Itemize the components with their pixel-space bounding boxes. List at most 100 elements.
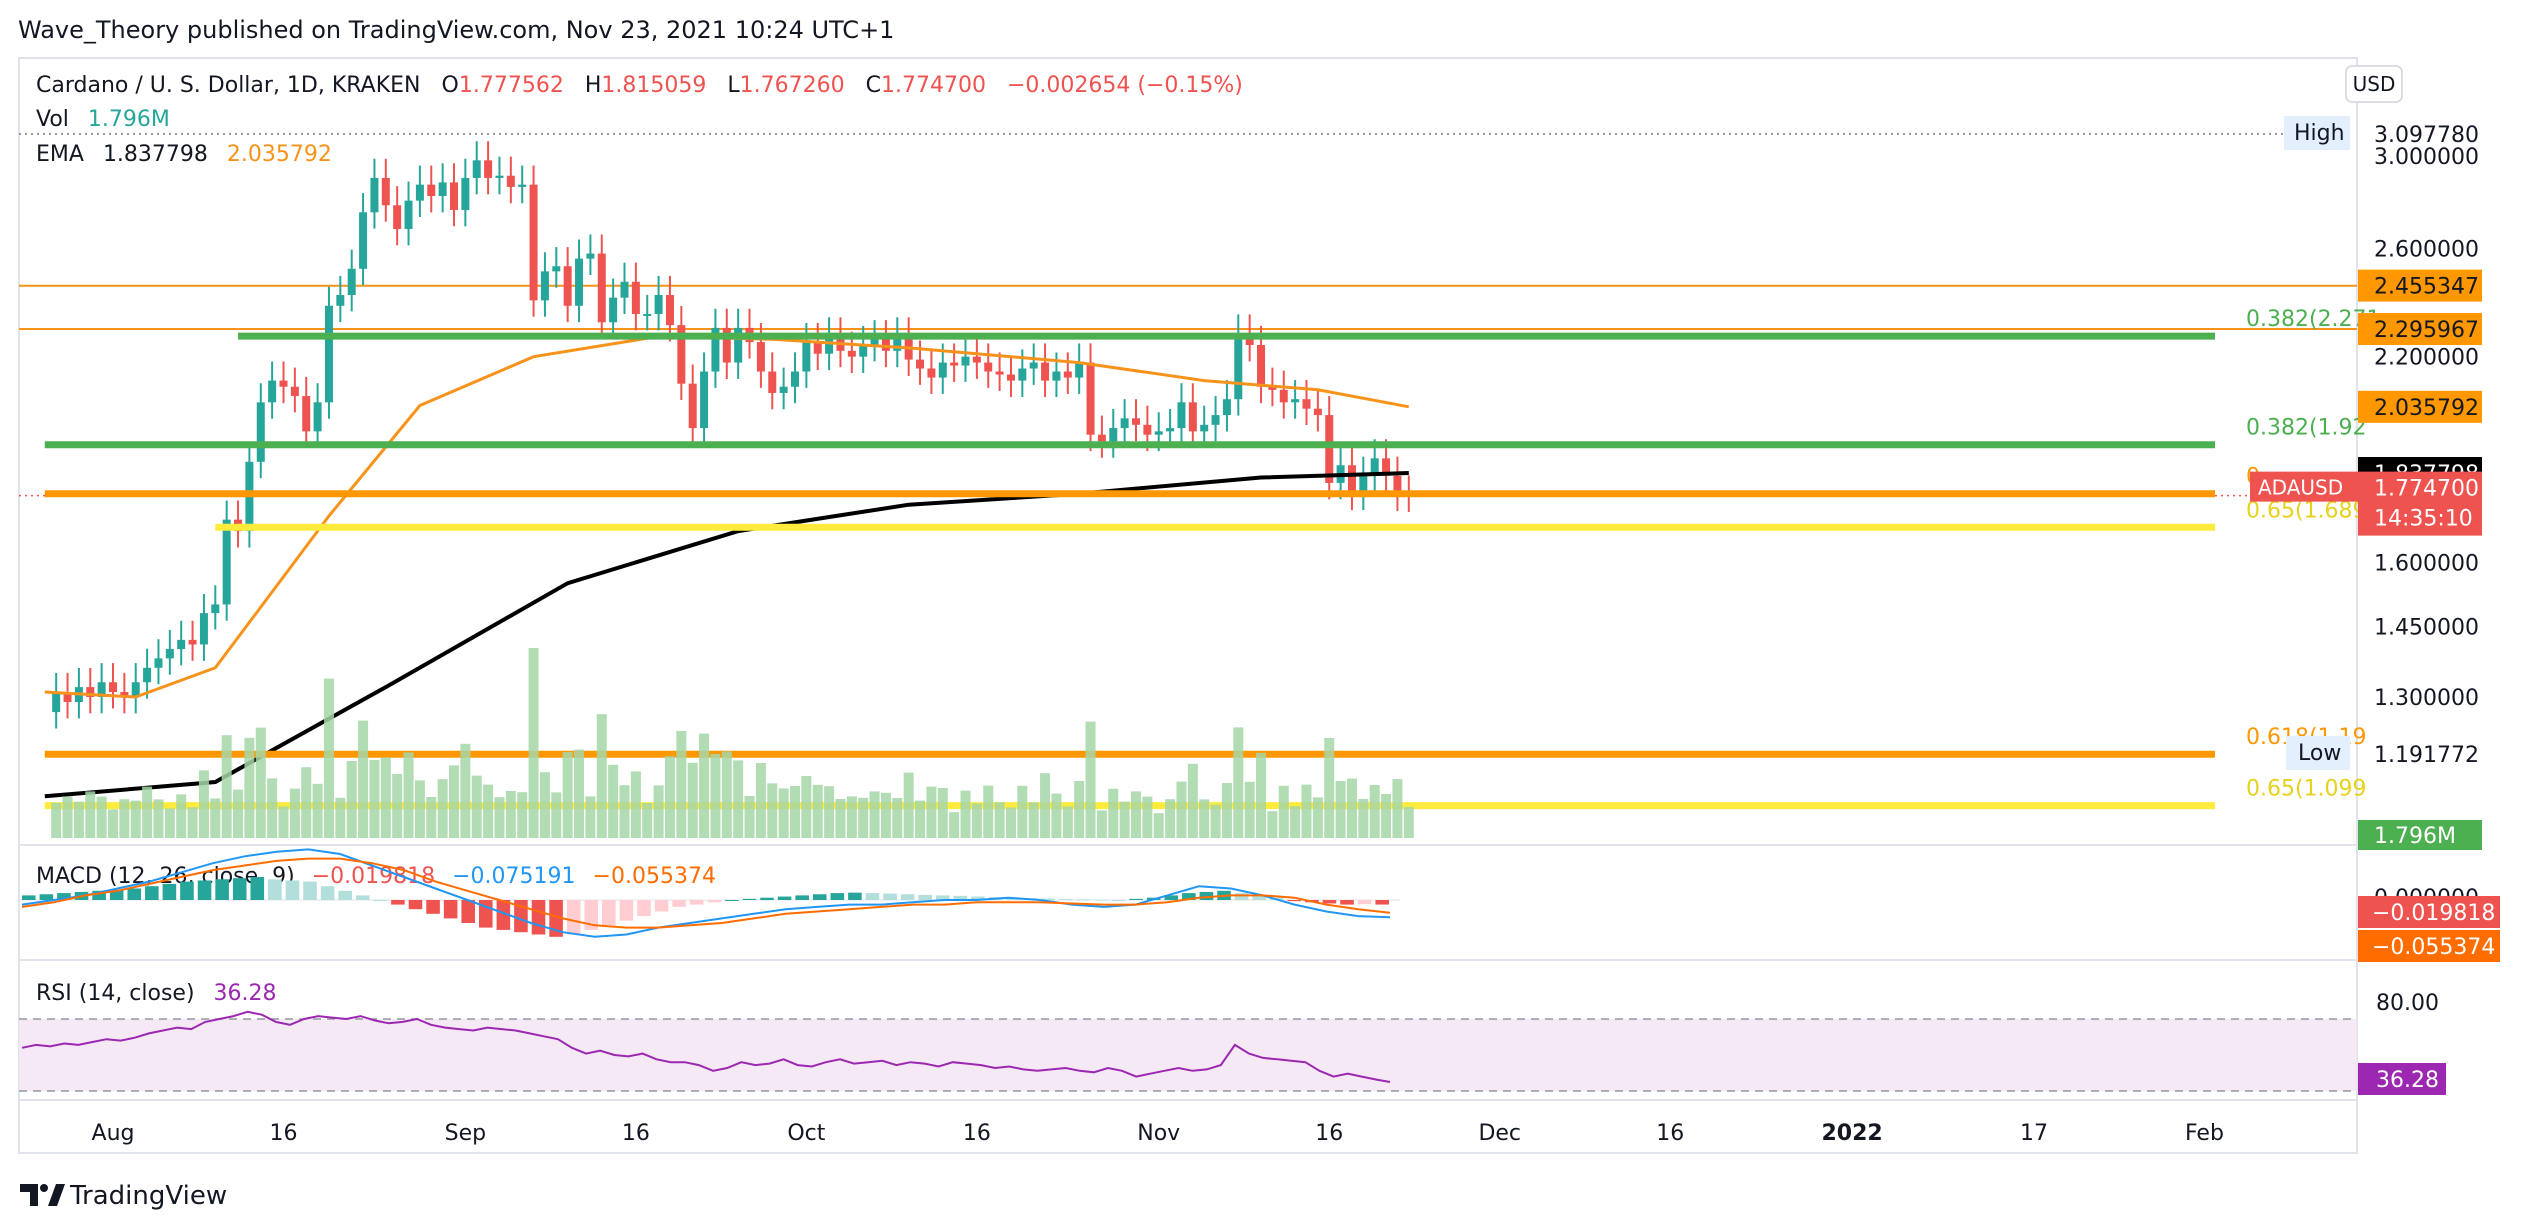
high-tag-label: High [2294,121,2345,146]
volume-bar-75 [903,772,914,838]
volume-bar-51 [630,771,641,838]
macd-hist-bar-24 [443,900,458,919]
candle-body-59 [722,327,731,363]
fib-label-3: 0.65(1.689 [2246,498,2367,523]
candle-body-55 [677,325,686,384]
volume-bar-13 [198,770,209,838]
volume-bar-110 [1301,784,1312,838]
macd-hist-bar-31 [566,900,581,935]
tradingview-logo[interactable]: TradingView [20,1181,227,1211]
volume-bar-20 [278,806,289,838]
price-tag-value-1: 2.295967 [2374,318,2479,343]
volume-bar-95 [1131,791,1141,838]
volume-bar-94 [1119,801,1130,838]
candle-body-22 [302,396,311,432]
candle-body-74 [893,336,902,351]
volume-bar-8 [142,786,153,838]
candle-body-108 [1279,389,1288,403]
macd-hist-bar-70 [1252,895,1266,900]
volume-bar-108 [1278,785,1289,838]
volume-bar-15 [221,735,232,838]
macd-hist-bar-59 [1059,899,1073,901]
candle-body-96 [1143,424,1152,435]
candle-body-38 [484,160,493,178]
volume-bar-38 [483,784,494,838]
candle-body-26 [347,268,356,295]
low-tag-value: 1.191772 [2374,743,2479,768]
candle-body-65 [791,371,799,387]
volume-bar-119 [1403,806,1414,838]
volume-bar-73 [880,792,891,838]
volume-bar-74 [892,798,903,838]
volume-bar-71 [858,797,869,838]
time-axis[interactable]: Aug 16 Sep 16 Oct 16 Nov 16 Dec 16 2022 17 Feb [92,1121,2224,1146]
candle-body-37 [472,160,481,178]
candle-body-23 [313,402,322,432]
candle-body-81 [972,356,981,363]
rsi-tag-box [2358,1063,2446,1095]
price-axis[interactable]: USD 3.000000 2.600000 2.200000 1.600000 1.45… [2250,65,2500,1095]
volume-bar-30 [392,774,403,838]
volume-bar-97 [1153,813,1164,838]
macd-hist-bar-11 [215,879,229,900]
candle-body-25 [336,294,345,306]
volume-bar-22 [301,767,312,838]
volume-bar-12 [187,807,198,838]
macd-hist-bar-7 [145,886,159,900]
price-tick-1: 2.600000 [2374,238,2479,263]
candle-body-43 [540,271,549,301]
price-tick-5: 1.300000 [2374,686,2479,711]
macd-hist-bar-9 [180,881,194,900]
volume-bar-35 [449,765,459,838]
macd-hist-bar-20 [373,900,388,901]
volume-bar-3 [85,791,96,838]
macd-hist-bar-13 [250,877,265,900]
volume-bar-46 [574,749,585,838]
volume-bar-90 [1074,781,1085,838]
volume-bar-117 [1381,794,1392,838]
candle-body-97 [1154,431,1163,435]
low-tag-box [2286,736,2350,770]
candle-body-118 [1393,475,1402,495]
ema-label: EMA [36,142,84,167]
macd-hist-bar-49 [883,893,897,900]
price-tag-box-0 [2358,269,2482,302]
volume-bar-79 [949,812,960,838]
volume-bar-59 [721,751,732,838]
volume-bar-50 [619,785,630,838]
volume-bar-45 [562,752,573,838]
candle-body-42 [529,184,538,301]
legend: Cardano / U. S. Dollar, 1D, KRAKEN O1.77… [36,73,1243,167]
macd-hist-bar-34 [619,900,634,921]
macd-signal-value: −0.055374 [593,864,716,889]
candle-body-20 [279,380,288,387]
volume-bar-87 [1040,773,1051,838]
volume-bar-63 [767,783,778,838]
candle-body-67 [813,342,822,354]
candle-body-32 [415,184,424,201]
volume-bar-60 [733,760,744,838]
fib-label-1: 0.382(1.92 [2246,416,2367,441]
currency-box[interactable] [2345,65,2403,103]
candle-body-15 [222,519,231,605]
macd-hist-value: −0.019818 [312,864,435,889]
volume-bar-2 [73,801,84,838]
candle-body-33 [427,184,436,197]
candle-body-30 [393,205,402,229]
candle-body-13 [199,613,208,645]
candle-body-88 [1052,371,1061,381]
volume-bar-28 [369,760,380,838]
candle-body-34 [438,182,447,197]
candle-body-70 [847,350,856,357]
candle-body-114 [1347,465,1356,494]
price-tick-3: 1.600000 [2374,552,2479,577]
macd-hist-bar-21 [391,900,405,905]
volume-bar-70 [846,796,857,838]
candle-body-49 [609,297,618,323]
macd-hist-bar-40 [725,900,739,901]
volume-bar-18 [255,727,266,838]
rsi-band [19,1019,2357,1091]
macd-hist-bar-39 [707,900,722,903]
volume-bar-81 [971,803,982,838]
